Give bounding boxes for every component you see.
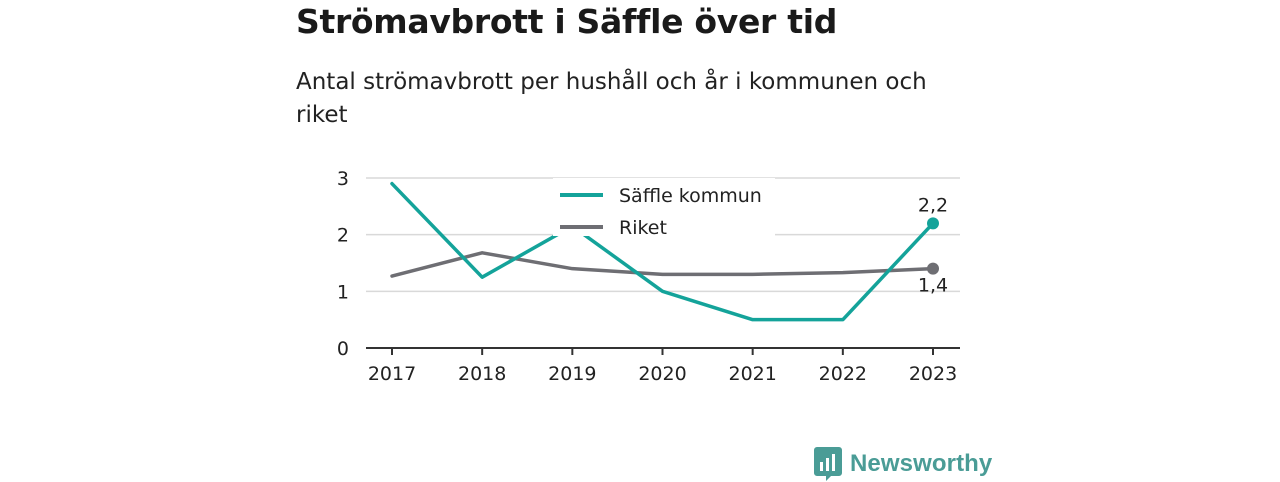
line-chart: 0 1 2 3 2017 2018 2019 2020 2021 2022 2023 Säffle k… — [337, 168, 960, 385]
series-line-saffle — [390, 181, 935, 322]
x-tick-label: 2022 — [819, 363, 867, 385]
legend-label: Riket — [619, 217, 667, 239]
y-tick-label: 1 — [337, 281, 349, 303]
y-tick-label: 0 — [337, 338, 349, 360]
chart-subtitle: Antal strömavbrott per hushåll och år i … — [296, 69, 927, 128]
legend: Säffle kommun Riket — [553, 178, 775, 239]
x-tick-label: 2021 — [728, 363, 776, 385]
newsworthy-icon — [814, 447, 842, 481]
y-tick-label: 3 — [337, 168, 349, 190]
x-tick-label: 2020 — [638, 363, 686, 385]
series-line-riket — [390, 251, 935, 278]
chart-title: Strömavbrott i Säffle över tid — [296, 2, 838, 41]
x-tick-label: 2023 — [909, 363, 957, 385]
newsworthy-wordmark: Newsworthy — [850, 450, 993, 477]
newsworthy-logo: Newsworthy — [814, 446, 992, 482]
end-value-label: 1,4 — [918, 275, 948, 297]
end-value-label: 2,2 — [918, 194, 948, 216]
x-tick-label: 2018 — [458, 363, 506, 385]
x-tick-label: 2019 — [548, 363, 596, 385]
end-marker — [927, 217, 939, 230]
x-tick-label: 2017 — [368, 363, 416, 385]
y-tick-label: 2 — [337, 225, 349, 247]
legend-label: Säffle kommun — [619, 185, 762, 207]
end-marker — [927, 262, 939, 275]
